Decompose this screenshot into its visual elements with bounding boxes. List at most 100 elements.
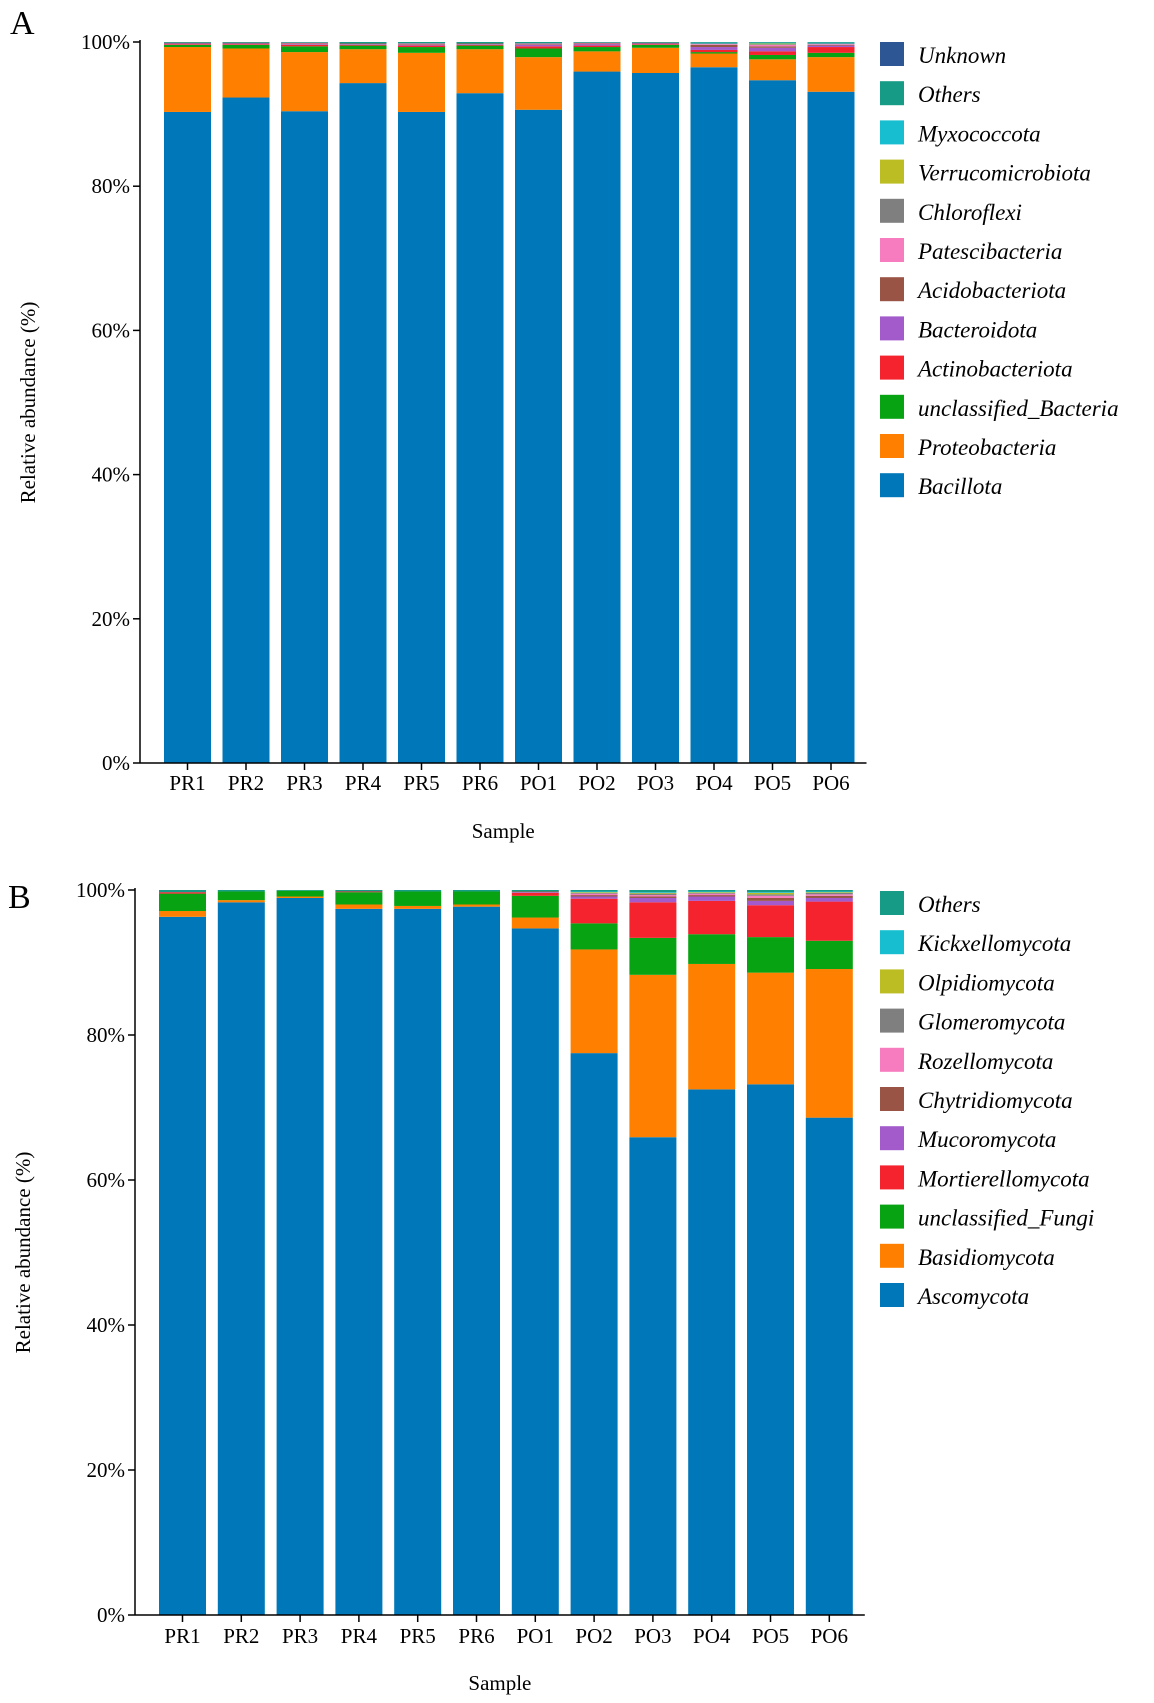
legend-swatch bbox=[880, 316, 904, 341]
legend-swatch bbox=[880, 1283, 904, 1307]
bar-segment-po6-bacillota bbox=[807, 91, 855, 763]
bar-segment-pr2-others bbox=[222, 42, 270, 43]
bar-segment-pr1-bacillota bbox=[164, 111, 211, 763]
bar-segment-po4-unclassified-bacteria bbox=[690, 52, 738, 54]
bar-segment-po5-basidiomycota bbox=[747, 972, 794, 1085]
bar-segment-pr1-acidobacteriota bbox=[164, 42, 211, 44]
bar-segment-po3-glomeromycota bbox=[629, 893, 677, 896]
bar-segment-po4-chloroflexi bbox=[690, 43, 738, 45]
x-axis-title: Sample bbox=[468, 1671, 531, 1695]
bar-segment-pr2-proteobacteria bbox=[222, 48, 270, 98]
legend-swatch bbox=[880, 159, 904, 184]
bar-segment-pr5-basidiomycota bbox=[394, 905, 442, 909]
x-tick-label: PR1 bbox=[164, 1624, 200, 1648]
bar-segment-po6-ascomycota bbox=[805, 1117, 853, 1615]
bar-segment-pr1-unclassified-bacteria bbox=[164, 44, 211, 48]
y-axis-title: Relative abundance (%) bbox=[11, 1152, 35, 1354]
bar-segment-po3-kickxellomycota bbox=[629, 892, 677, 893]
bar-segment-pr1-others bbox=[164, 42, 211, 43]
bar-segment-po4-myxococcota bbox=[690, 42, 738, 44]
bar-segment-po3-unclassified-fungi bbox=[629, 937, 677, 975]
bar-segment-po3-actinobacteriota bbox=[632, 44, 679, 45]
bar-segment-po3-unclassified-bacteria bbox=[632, 44, 679, 48]
bar-segment-po5-myxococcota bbox=[749, 42, 796, 44]
bar-segment-po6-kickxellomycota bbox=[805, 891, 853, 893]
legend-swatch bbox=[880, 891, 904, 915]
y-tick-label: 80% bbox=[92, 174, 131, 198]
legend-label: unclassified_Bacteria bbox=[918, 396, 1119, 421]
bar-segment-po5-mortierellomycota bbox=[747, 905, 794, 938]
bar-segment-po5-ascomycota bbox=[747, 1084, 794, 1615]
bar-segment-pr3-others bbox=[281, 42, 328, 43]
bar-segment-po4-ascomycota bbox=[688, 1089, 736, 1615]
bar-segment-po2-unclassified-bacteria bbox=[573, 47, 621, 52]
bar-segment-po6-glomeromycota bbox=[805, 892, 853, 895]
bar-segment-po5-mucoromycota bbox=[747, 900, 794, 906]
bar-segment-pr3-unclassified-fungi bbox=[276, 890, 324, 897]
bar-segment-pr1-mortierellomycota bbox=[159, 892, 206, 894]
bar-segment-pr3-unclassified-bacteria bbox=[281, 46, 328, 53]
bar-segment-po3-chytridiomycota bbox=[629, 896, 677, 898]
y-axis-title: Relative abundance (%) bbox=[16, 302, 40, 504]
bar-segment-pr1-bacteroidota bbox=[164, 43, 211, 45]
bar-segment-po2-unclassified-fungi bbox=[570, 923, 618, 950]
legend-label: Rozellomycota bbox=[917, 1049, 1053, 1074]
bar-segment-pr3-bacteroidota bbox=[281, 44, 328, 45]
bar-segment-po5-bacteroidota bbox=[749, 47, 796, 52]
bar-segment-po5-chytridiomycota bbox=[747, 897, 794, 901]
bar-segment-pr1-proteobacteria bbox=[164, 47, 211, 112]
bar-segment-po6-patescibacteria bbox=[807, 44, 855, 45]
legend-label: Mucoromycota bbox=[917, 1127, 1056, 1152]
bar-segment-po6-acidobacteriota bbox=[807, 44, 855, 46]
x-tick-label: PO5 bbox=[754, 771, 791, 795]
legend-label: Glomeromycota bbox=[918, 1010, 1065, 1035]
y-tick-label: 20% bbox=[87, 1458, 126, 1482]
bar-segment-pr4-mortierellomycota bbox=[335, 891, 383, 893]
legend-label: Others bbox=[918, 892, 981, 917]
y-tick-label: 40% bbox=[87, 1313, 126, 1337]
bar-segment-po6-bacteroidota bbox=[807, 45, 855, 48]
bar-segment-po1-unclassified-bacteria bbox=[515, 48, 562, 58]
legend-swatch bbox=[880, 1087, 904, 1111]
bar-segment-po6-basidiomycota bbox=[805, 969, 853, 1118]
legend-swatch bbox=[880, 473, 904, 498]
bar-segment-pr2-basidiomycota bbox=[217, 900, 265, 903]
bar-segment-po6-actinobacteriota bbox=[807, 47, 855, 53]
bar-segment-pr4-unclassified-fungi bbox=[335, 892, 383, 905]
bar-segment-po2-others bbox=[570, 890, 618, 892]
bar-segment-po1-actinobacteriota bbox=[515, 46, 562, 49]
x-axis-title: Sample bbox=[472, 819, 535, 843]
legend-swatch bbox=[880, 277, 904, 302]
bar-segment-po2-patescibacteria bbox=[573, 42, 621, 44]
bar-segment-po2-mortierellomycota bbox=[570, 898, 618, 924]
bar-segment-po1-ascomycota bbox=[511, 928, 559, 1615]
bar-segment-pr4-ascomycota bbox=[335, 908, 383, 1615]
bar-segment-pr2-others bbox=[217, 890, 265, 892]
x-tick-label: PO3 bbox=[634, 1624, 671, 1648]
bar-segment-pr4-acidobacteriota bbox=[339, 43, 387, 45]
legend-swatch bbox=[880, 1008, 904, 1033]
bar-segment-pr5-ascomycota bbox=[394, 908, 442, 1615]
legend-label: Kickxellomycota bbox=[917, 931, 1071, 956]
legend-label: unclassified_Fungi bbox=[918, 1206, 1094, 1231]
x-tick-label: PR1 bbox=[169, 771, 205, 795]
bar-segment-po1-bacteroidota bbox=[515, 44, 562, 47]
bar-segment-po1-patescibacteria bbox=[515, 43, 562, 45]
bar-segment-po5-patescibacteria bbox=[749, 44, 796, 47]
legend-label: Bacteroidota bbox=[918, 317, 1037, 342]
bar-segment-po6-others bbox=[807, 42, 855, 43]
panel-label: B bbox=[8, 879, 31, 916]
bar-segment-pr5-others bbox=[398, 42, 445, 44]
legend-swatch bbox=[880, 355, 904, 380]
bar-segment-po5-bacillota bbox=[749, 80, 796, 763]
bar-segment-po2-glomeromycota bbox=[570, 892, 618, 894]
x-tick-label: PO1 bbox=[517, 1624, 554, 1648]
bar-segment-po1-chytridiomycota bbox=[511, 891, 559, 893]
bar-segment-po3-bacillota bbox=[632, 73, 679, 764]
y-tick-label: 0% bbox=[97, 1603, 125, 1627]
bar-segment-pr5-proteobacteria bbox=[398, 52, 445, 112]
bar-segment-pr4-others bbox=[339, 42, 387, 44]
x-tick-label: PR3 bbox=[286, 771, 322, 795]
bar-segment-po3-acidobacteriota bbox=[632, 42, 679, 44]
bar-segment-po6-unclassified-bacteria bbox=[807, 52, 855, 58]
